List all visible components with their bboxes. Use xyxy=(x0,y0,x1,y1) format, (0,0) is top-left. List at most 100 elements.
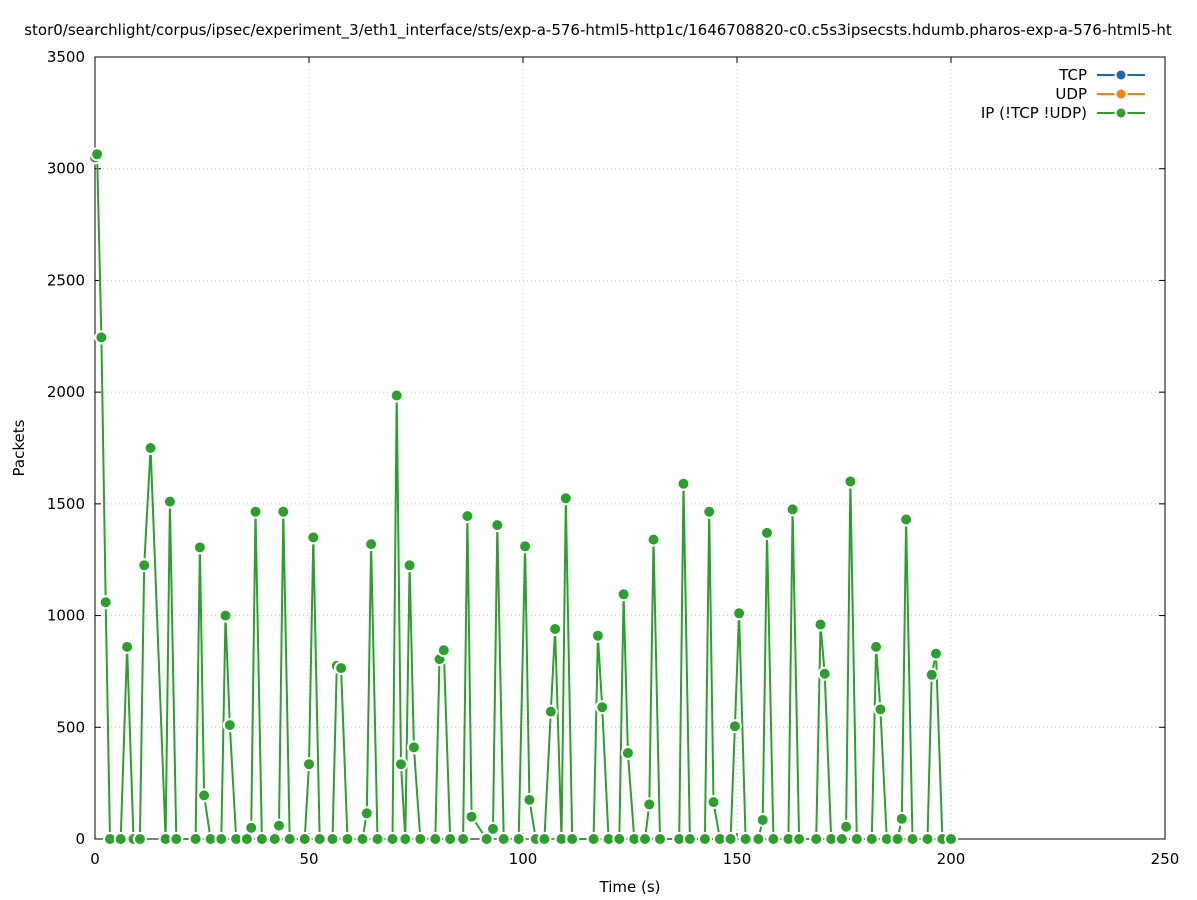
data-point xyxy=(143,441,158,455)
data-point xyxy=(113,832,128,846)
y-tick-label: 0 xyxy=(75,830,85,848)
data-point xyxy=(94,330,109,345)
x-axis-label: Time (s) xyxy=(599,878,661,896)
data-point xyxy=(192,540,207,555)
data-point xyxy=(723,832,738,846)
data-point xyxy=(312,832,327,846)
data-point xyxy=(760,525,774,540)
data-point xyxy=(899,512,914,527)
legend-entry: TCP xyxy=(1058,66,1145,84)
data-point xyxy=(385,832,400,846)
data-point xyxy=(751,832,766,846)
data-point xyxy=(905,832,920,846)
x-tick-label: 200 xyxy=(937,850,966,868)
data-point xyxy=(222,718,237,733)
y-tick-label: 2500 xyxy=(47,271,85,289)
data-point xyxy=(306,530,321,545)
data-point xyxy=(406,740,421,755)
data-point xyxy=(218,608,233,623)
y-tick-label: 3500 xyxy=(47,48,85,66)
data-point xyxy=(612,832,627,846)
x-tick-label: 100 xyxy=(509,850,538,868)
x-axis: 0 50 100 150 200 250 xyxy=(90,57,1179,868)
data-point xyxy=(214,832,229,846)
data-point xyxy=(98,595,113,610)
plot-frame xyxy=(94,56,1166,840)
chart-title: stor0/searchlight/corpus/ipsec/experimen… xyxy=(24,21,1172,40)
x-tick-label: 150 xyxy=(723,850,752,868)
data-point xyxy=(543,704,558,719)
data-point xyxy=(929,646,943,661)
data-point xyxy=(239,832,254,846)
x-tick-label: 0 xyxy=(90,850,100,868)
data-point xyxy=(864,832,879,846)
data-point xyxy=(920,832,935,846)
data-point xyxy=(302,757,316,772)
data-point xyxy=(638,832,652,846)
data-point xyxy=(120,639,135,654)
y-tick-label: 1500 xyxy=(47,495,85,513)
data-point xyxy=(90,147,105,162)
data-point xyxy=(890,832,905,846)
data-point xyxy=(944,832,958,846)
data-point xyxy=(590,628,605,643)
data-point xyxy=(169,832,184,846)
data-point xyxy=(443,832,458,846)
data-point xyxy=(436,643,451,658)
data-point xyxy=(282,832,297,846)
data-point xyxy=(676,476,691,491)
data-point xyxy=(646,532,661,547)
data-point xyxy=(682,832,697,846)
data-point xyxy=(834,832,849,846)
data-point xyxy=(486,821,500,836)
data-point xyxy=(732,606,747,621)
series-line xyxy=(94,153,951,840)
data-point xyxy=(132,832,147,846)
data-point xyxy=(548,622,563,636)
data-point xyxy=(817,666,832,681)
legend-marker xyxy=(1114,87,1128,101)
data-point xyxy=(297,832,312,846)
data-point xyxy=(460,509,475,524)
data-point xyxy=(616,587,631,602)
legend-entry: UDP xyxy=(1055,85,1145,103)
y-tick-label: 1000 xyxy=(47,607,85,625)
data-point xyxy=(813,617,828,632)
y-tick-label: 2000 xyxy=(47,383,85,401)
series-layer xyxy=(88,147,958,846)
data-point xyxy=(697,832,712,846)
data-point xyxy=(254,832,269,846)
data-point xyxy=(267,832,282,846)
data-point xyxy=(496,832,511,846)
data-point xyxy=(653,832,667,846)
data-point xyxy=(518,539,533,554)
data-point xyxy=(792,832,807,846)
y-tick-label: 3000 xyxy=(47,160,85,178)
data-point xyxy=(565,832,580,846)
data-point xyxy=(370,832,385,846)
data-point xyxy=(248,504,263,519)
y-axis-label: Packets xyxy=(10,419,28,476)
data-point xyxy=(244,820,259,835)
data-point xyxy=(276,504,291,519)
data-point xyxy=(413,832,428,846)
data-point xyxy=(738,832,753,846)
y-tick-label: 500 xyxy=(56,718,85,736)
data-point xyxy=(428,832,443,846)
data-point xyxy=(873,702,888,717)
legend-marker xyxy=(1114,106,1128,120)
series-group xyxy=(88,147,958,846)
legend-label: UDP xyxy=(1055,85,1087,103)
data-point xyxy=(398,832,413,846)
data-point xyxy=(456,832,471,846)
data-point xyxy=(464,809,479,824)
data-point xyxy=(479,832,494,846)
legend-marker xyxy=(1114,68,1128,82)
data-point xyxy=(340,832,355,846)
data-point xyxy=(334,661,349,676)
data-point xyxy=(389,388,404,403)
data-point xyxy=(394,757,408,772)
data-point xyxy=(620,746,635,760)
